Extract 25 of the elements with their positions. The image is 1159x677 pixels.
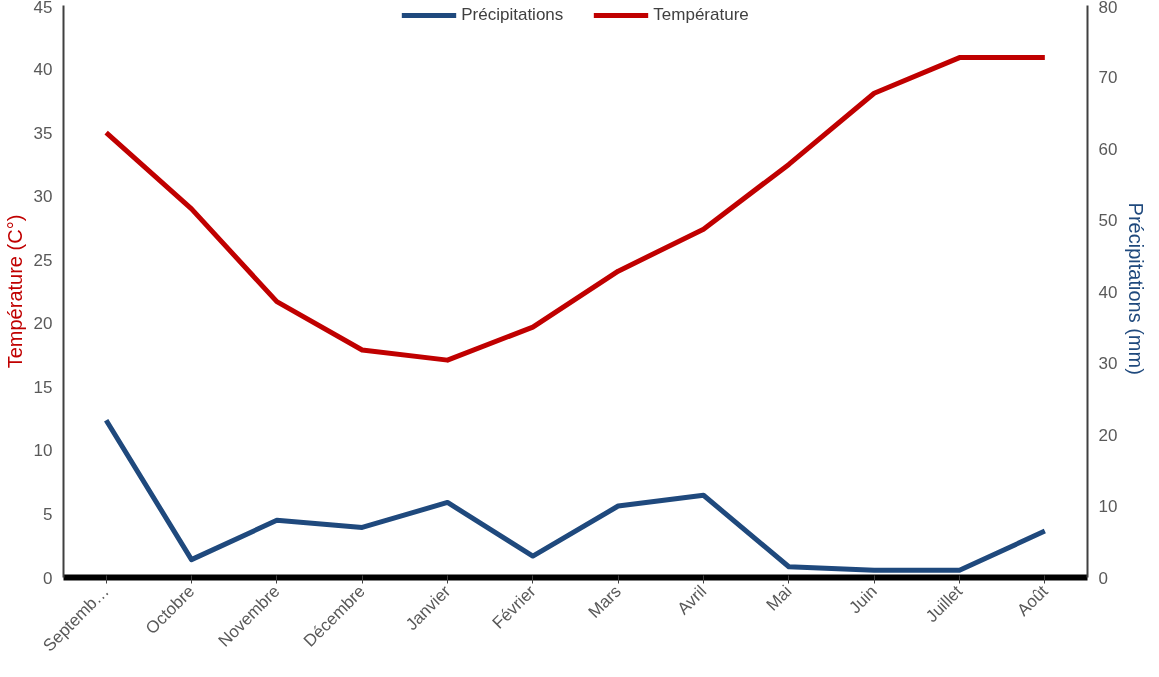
y2-tick-label: 40: [1098, 282, 1118, 302]
y-tick-label: 40: [33, 60, 53, 80]
legend-label: Température: [653, 5, 749, 25]
y-tick-label: 25: [33, 250, 53, 270]
y-tick-label: 15: [33, 377, 53, 397]
y2-tick-label: 0: [1098, 568, 1108, 588]
y-tick-label: 10: [33, 441, 53, 461]
y-tick-label: 45: [33, 0, 53, 17]
y2-tick-label: 60: [1098, 139, 1118, 159]
legend-label: Précipitations: [461, 5, 564, 25]
y2-tick-label: 50: [1098, 211, 1118, 230]
y2-tick-label: 70: [1098, 68, 1118, 87]
y-axis-title: Température (C°): [3, 214, 26, 369]
x-tick-label: Juin: [845, 581, 881, 618]
y2-tick-label: 30: [1098, 354, 1118, 373]
y2-axis-title: Précipitations (mm): [1125, 202, 1148, 375]
y2-tick-label: 80: [1098, 0, 1118, 17]
y-tick-label: 20: [33, 314, 53, 334]
y-tick-label: 0: [43, 568, 53, 588]
y-tick-label: 30: [33, 187, 53, 207]
y-tick-label: 5: [43, 504, 53, 524]
y2-tick-label: 10: [1098, 497, 1118, 516]
y-tick-label: 35: [33, 123, 53, 143]
y2-tick-label: 20: [1098, 425, 1118, 445]
x-tick-label: Mai: [762, 581, 796, 615]
